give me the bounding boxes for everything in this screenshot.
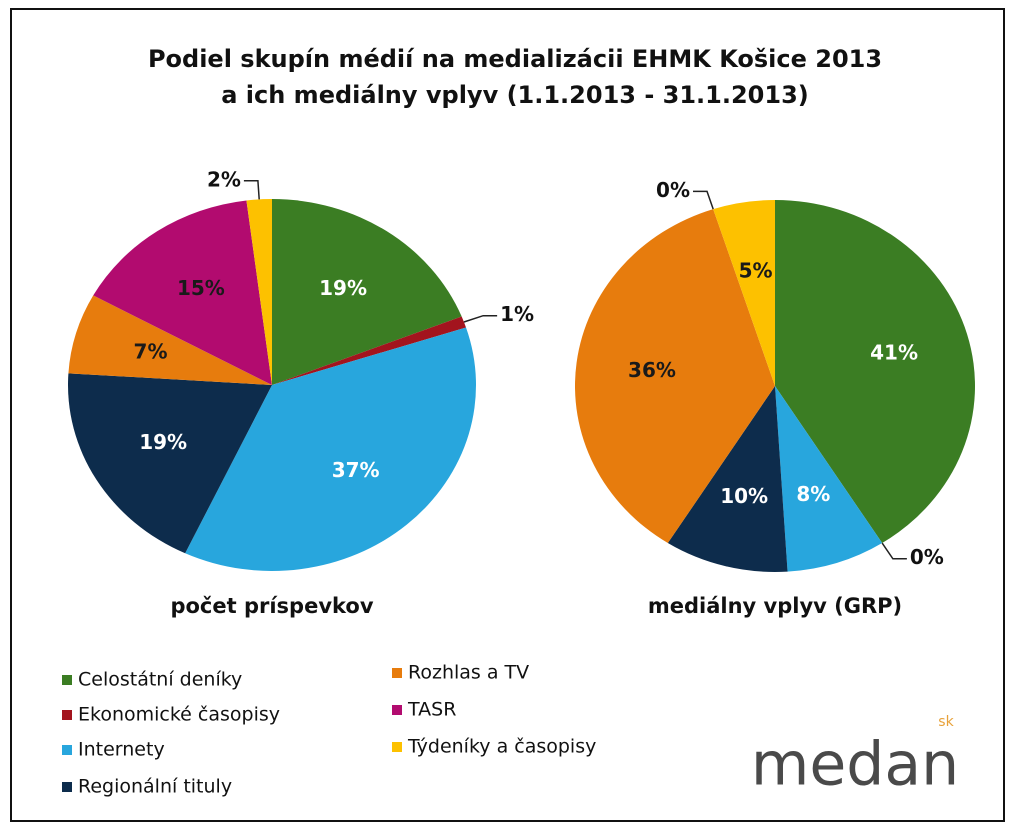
pie-slice [775, 200, 975, 544]
data-label: 1% [500, 302, 534, 326]
legend-swatch [62, 782, 72, 792]
legend-label: Internety [78, 739, 165, 761]
logo: medan [751, 730, 959, 800]
data-label: 15% [177, 276, 225, 300]
legend-swatch [62, 710, 72, 720]
data-label: 10% [720, 484, 768, 508]
data-label: 2% [207, 167, 241, 191]
legend-swatch [392, 668, 402, 678]
pie-slice [93, 200, 273, 385]
leader-line [463, 314, 498, 323]
data-label: 19% [139, 430, 187, 454]
data-label: 5% [739, 259, 773, 283]
legend-swatch [392, 742, 402, 752]
legend-label: Regionální tituly [78, 776, 232, 798]
logo-suffix: sk [938, 714, 954, 730]
data-label: 0% [910, 545, 944, 569]
pie-slice [713, 200, 775, 386]
pie-slice [574, 209, 775, 544]
data-label: 8% [796, 482, 830, 506]
legend-label: Celostátní deníky [78, 669, 242, 691]
pie-label: mediálny vplyv (GRP) [648, 594, 902, 618]
data-label: 0% [656, 178, 690, 202]
pie-slice [246, 199, 272, 385]
data-label: 37% [332, 458, 380, 482]
legend-swatch [392, 705, 402, 715]
pie-slice [68, 295, 272, 385]
data-label: 7% [134, 339, 168, 363]
data-label: 36% [628, 358, 676, 382]
legend-label: Rozhlas a TV [408, 662, 529, 684]
leader-line [881, 542, 907, 560]
legend-label: TASR [407, 699, 456, 721]
pie-slice [272, 316, 467, 385]
pie-slice [68, 373, 273, 554]
pie-slice [272, 199, 462, 385]
legend-swatch [62, 745, 72, 755]
leader-line [243, 180, 260, 200]
pie-slice [185, 327, 477, 572]
pie-slice [667, 386, 788, 572]
legend-swatch [62, 675, 72, 685]
pie-slice [775, 386, 883, 572]
legend-label: Týdeníky a časopisy [407, 736, 596, 758]
chart-title: a ich mediálny vplyv (1.1.2013 - 31.1.20… [221, 81, 809, 109]
legend-label: Ekonomické časopisy [78, 704, 280, 726]
pie-label: počet príspevkov [170, 594, 373, 618]
data-label: 41% [870, 340, 918, 364]
data-label: 19% [319, 276, 367, 300]
chart-title: Podiel skupín médií na medializácii EHMK… [148, 45, 882, 73]
leader-line [693, 190, 714, 210]
